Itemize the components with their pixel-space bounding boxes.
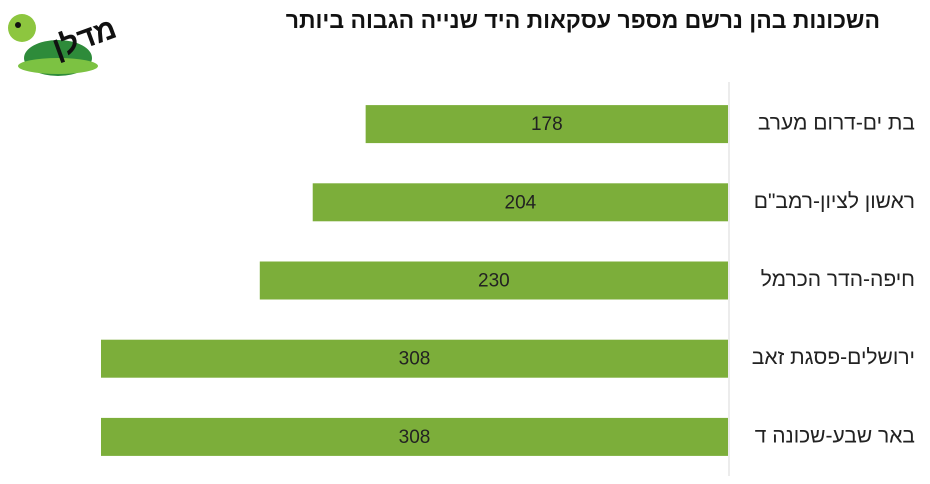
turtle-body <box>18 58 98 74</box>
logo: מדלן <box>8 12 121 76</box>
value-label: 230 <box>478 271 510 292</box>
value-label: 204 <box>505 192 537 213</box>
bar <box>101 417 728 456</box>
bar <box>259 261 728 300</box>
category-label: באר שבע-שכונה ד <box>755 424 915 447</box>
value-label: 308 <box>399 427 431 448</box>
turtle-head <box>8 14 36 42</box>
turtle-eye <box>15 22 21 28</box>
value-label: 308 <box>399 349 431 370</box>
category-label: ראשון לציון-רמב"ם <box>754 190 915 213</box>
chart-title: השכונות בהן נרשם מספר עסקאות היד שנייה ה… <box>286 7 880 33</box>
bar <box>365 105 728 144</box>
bar <box>312 183 728 222</box>
category-label: ירושלים-פסגת זאב <box>752 346 915 369</box>
value-label: 178 <box>531 114 563 135</box>
category-label: בת ים-דרום מערב <box>758 112 915 135</box>
bar <box>101 339 728 378</box>
category-label: חיפה-הדר הכרמל <box>761 268 915 291</box>
